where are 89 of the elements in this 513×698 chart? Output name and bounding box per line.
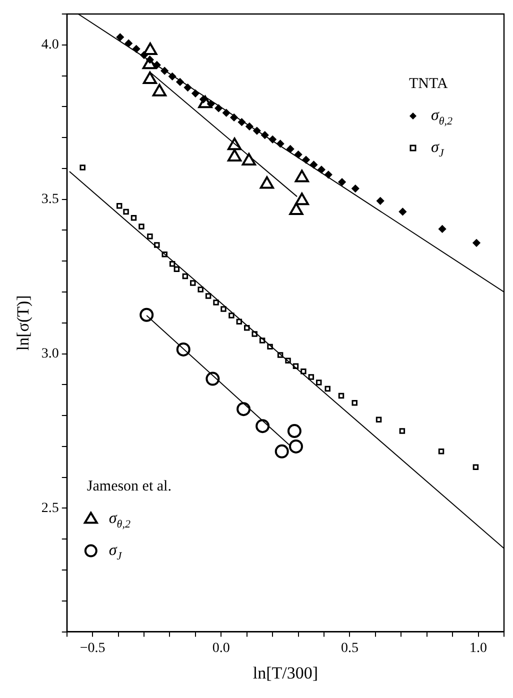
point (286, 145, 294, 153)
point (288, 439, 303, 454)
point (116, 202, 122, 209)
point (276, 140, 284, 148)
point (154, 242, 160, 248)
point (169, 261, 176, 267)
point (236, 318, 242, 325)
point (220, 306, 226, 312)
point (338, 178, 346, 186)
point (227, 149, 242, 162)
point (207, 100, 215, 108)
point (123, 208, 129, 215)
point (338, 392, 344, 399)
point (287, 424, 302, 438)
point (294, 150, 302, 158)
point (238, 118, 246, 126)
point (300, 368, 306, 374)
point (267, 344, 273, 350)
point (376, 197, 384, 205)
x-tick-label: 1.0 (470, 640, 488, 656)
point (160, 67, 168, 75)
point (153, 61, 161, 69)
point (268, 136, 276, 144)
point (168, 72, 176, 80)
point (176, 78, 184, 86)
y-tick-label: 2.5 (41, 500, 59, 516)
point (472, 464, 479, 470)
x-tick-label: 0.5 (340, 640, 358, 656)
x-axis-title: ln[T/300] (252, 663, 318, 682)
point (213, 300, 219, 306)
point (259, 338, 266, 344)
point (222, 109, 230, 117)
point (292, 363, 299, 370)
point (162, 251, 168, 258)
point (308, 374, 314, 380)
point (261, 131, 269, 139)
annotation: Jameson et al. (86, 478, 172, 495)
point (130, 215, 137, 221)
point (256, 419, 270, 434)
point (80, 164, 86, 170)
x-tick-label: −0.5 (80, 640, 106, 656)
y-tick-label: 4.0 (41, 38, 59, 53)
point (285, 358, 291, 364)
point (205, 293, 212, 299)
point (472, 239, 480, 247)
point (352, 184, 360, 192)
point (376, 416, 382, 422)
point (140, 51, 148, 59)
point (230, 114, 238, 122)
point (302, 156, 310, 164)
point (242, 153, 256, 166)
point (244, 324, 250, 331)
point (252, 331, 258, 337)
point (310, 160, 318, 168)
point (176, 342, 190, 356)
point (214, 104, 222, 112)
point (352, 400, 358, 406)
point (438, 448, 444, 454)
point (116, 33, 124, 41)
point (246, 122, 254, 130)
point (398, 208, 406, 216)
point (274, 444, 289, 458)
point (124, 40, 132, 48)
x-tick-label: 0.0 (212, 640, 230, 656)
y-tick-label: 3.5 (41, 192, 59, 208)
point (438, 225, 446, 233)
point (198, 286, 204, 292)
point (316, 380, 322, 386)
point (324, 170, 332, 178)
point (140, 308, 154, 322)
point (138, 224, 144, 230)
point (190, 280, 196, 286)
point (236, 402, 251, 416)
point (132, 45, 140, 53)
annotation: TNTA (409, 76, 448, 92)
point (277, 352, 284, 358)
point (399, 428, 406, 434)
point (253, 127, 261, 135)
point (184, 84, 192, 92)
point (182, 273, 188, 280)
point (206, 372, 220, 386)
point (174, 266, 180, 272)
y-axis-title: ln[σ(T)] (14, 295, 33, 351)
point (318, 166, 326, 174)
y-tick-label: 3.0 (41, 346, 59, 362)
point (324, 386, 330, 392)
point (228, 312, 234, 318)
point (192, 90, 200, 98)
point (147, 234, 153, 240)
